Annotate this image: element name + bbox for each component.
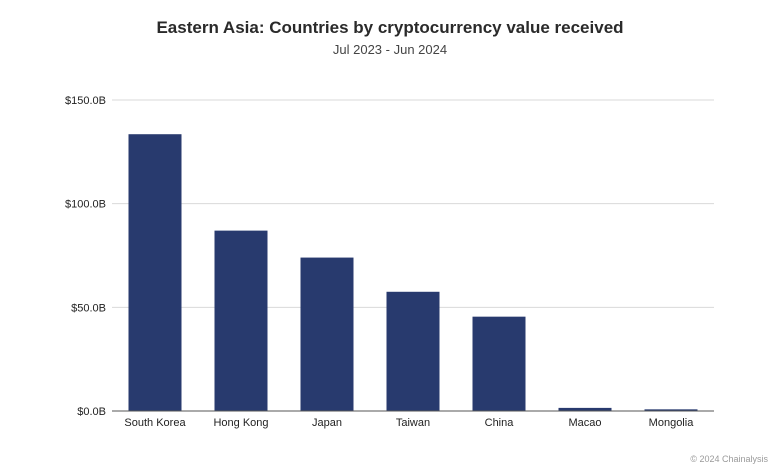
bar <box>300 257 354 411</box>
bar <box>214 230 268 411</box>
x-tick-label: South Korea <box>124 417 186 429</box>
x-tick-label: Mongolia <box>649 417 695 429</box>
bar <box>386 291 440 411</box>
x-tick-label: Hong Kong <box>213 417 268 429</box>
bar <box>128 134 182 411</box>
x-tick-label: China <box>485 417 515 429</box>
x-tick-label: Taiwan <box>396 417 430 429</box>
y-tick-label: $150.0B <box>65 95 106 107</box>
chart-subtitle: Jul 2023 - Jun 2024 <box>332 42 448 57</box>
copyright-credit: © 2024 Chainalysis <box>690 454 768 464</box>
chart-title: Eastern Asia: Countries by cryptocurrenc… <box>156 18 624 37</box>
bar <box>558 407 612 411</box>
bar <box>472 316 526 411</box>
y-tick-label: $100.0B <box>65 199 106 211</box>
y-tick-label: $50.0B <box>71 302 106 314</box>
bar <box>644 409 698 411</box>
y-tick-label: $0.0B <box>77 406 106 418</box>
x-tick-label: Japan <box>312 417 342 429</box>
x-tick-label: Macao <box>568 417 601 429</box>
